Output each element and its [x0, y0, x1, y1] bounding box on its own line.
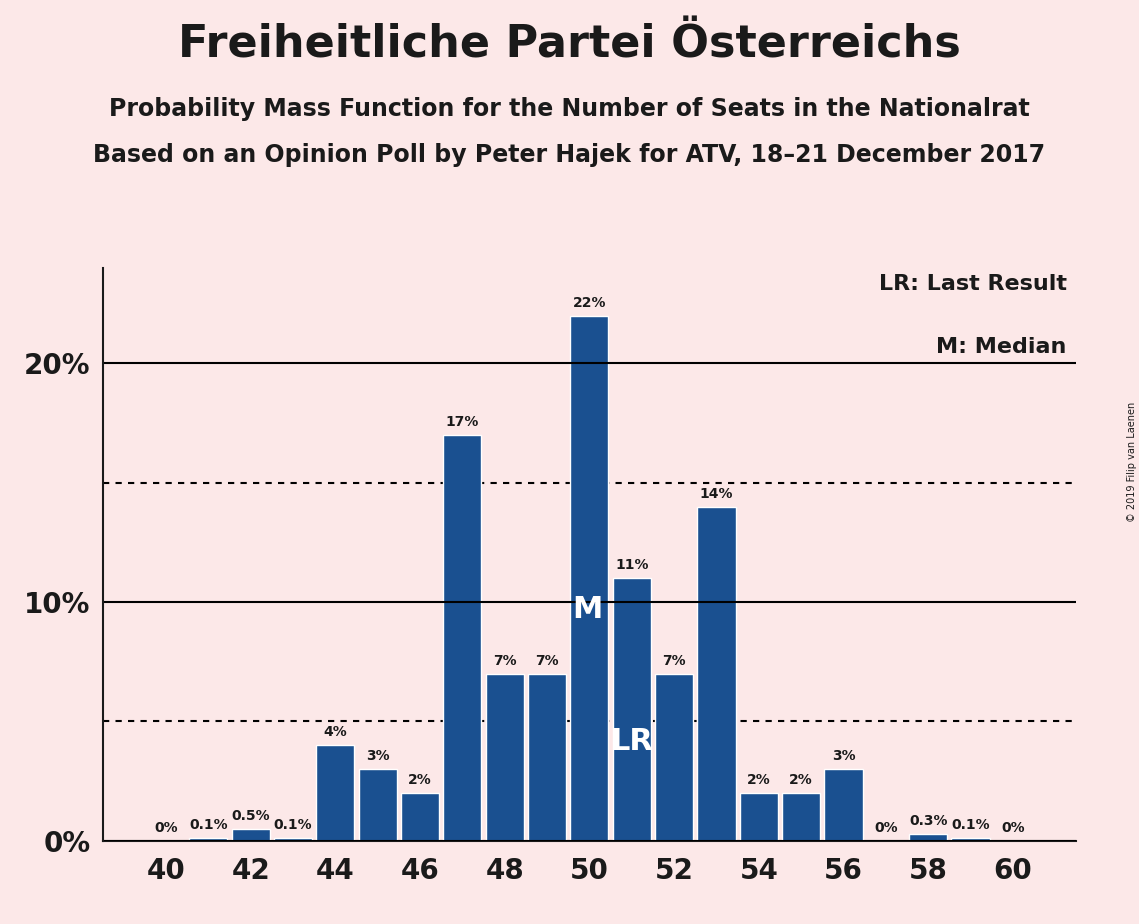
Text: 7%: 7%: [535, 654, 559, 668]
Text: 0.3%: 0.3%: [909, 814, 948, 828]
Bar: [739, 793, 778, 841]
Text: Based on an Opinion Poll by Peter Hajek for ATV, 18–21 December 2017: Based on an Opinion Poll by Peter Hajek …: [93, 143, 1046, 167]
Bar: [401, 793, 440, 841]
Text: 0.1%: 0.1%: [951, 819, 990, 833]
Text: M: M: [572, 595, 603, 625]
Text: 4%: 4%: [323, 725, 347, 739]
Text: LR: LR: [611, 726, 653, 756]
Text: 3%: 3%: [366, 749, 390, 763]
Text: 0.1%: 0.1%: [189, 819, 228, 833]
Text: 3%: 3%: [831, 749, 855, 763]
Bar: [613, 578, 650, 841]
Text: LR: Last Result: LR: Last Result: [878, 274, 1066, 294]
Text: 2%: 2%: [789, 773, 813, 787]
Text: 0.5%: 0.5%: [231, 808, 270, 823]
Text: 2%: 2%: [408, 773, 432, 787]
Text: © 2019 Filip van Laenen: © 2019 Filip van Laenen: [1126, 402, 1137, 522]
Text: 0%: 0%: [1001, 821, 1025, 835]
Text: Probability Mass Function for the Number of Seats in the Nationalrat: Probability Mass Function for the Number…: [109, 97, 1030, 121]
Bar: [274, 838, 312, 841]
Bar: [951, 838, 990, 841]
Bar: [655, 674, 694, 841]
Text: 0%: 0%: [874, 821, 898, 835]
Text: 17%: 17%: [445, 415, 480, 429]
Text: 11%: 11%: [615, 558, 648, 572]
Bar: [782, 793, 820, 841]
Text: M: Median: M: Median: [936, 336, 1066, 357]
Bar: [189, 838, 228, 841]
Bar: [825, 769, 862, 841]
Text: 7%: 7%: [662, 654, 686, 668]
Bar: [485, 674, 524, 841]
Text: 22%: 22%: [573, 296, 606, 310]
Bar: [443, 435, 482, 841]
Text: Freiheitliche Partei Österreichs: Freiheitliche Partei Österreichs: [178, 23, 961, 67]
Bar: [317, 746, 354, 841]
Bar: [909, 833, 948, 841]
Text: 0%: 0%: [154, 821, 178, 835]
Text: 7%: 7%: [493, 654, 517, 668]
Text: 14%: 14%: [699, 487, 734, 501]
Bar: [528, 674, 566, 841]
Text: 2%: 2%: [747, 773, 771, 787]
Bar: [697, 506, 736, 841]
Bar: [231, 829, 270, 841]
Bar: [359, 769, 396, 841]
Text: 0.1%: 0.1%: [273, 819, 312, 833]
Bar: [571, 316, 608, 841]
